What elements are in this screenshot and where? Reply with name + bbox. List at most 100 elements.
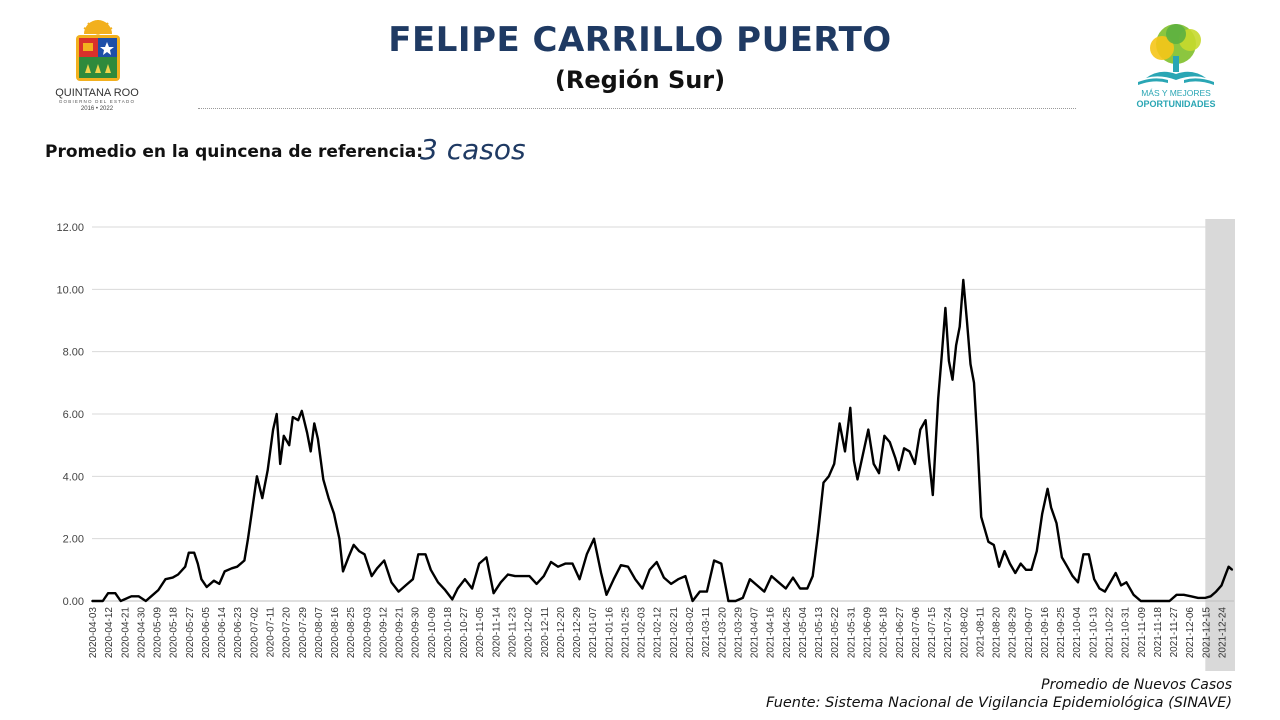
x-tick-label: 2021-01-25 [620,607,631,659]
data-point [756,584,758,587]
x-tick-label: 2021-03-29 [733,607,744,659]
data-point [951,378,954,381]
logo-years: 2016 • 2022 [81,106,114,112]
data-point [437,581,439,584]
data-point [464,578,466,581]
x-tick-label: 2021-02-03 [637,607,648,659]
data-point [91,600,93,602]
data-point [998,565,1000,568]
data-point [417,553,420,556]
x-tick-label: 2021-07-15 [927,607,938,659]
x-tick-label: 2020-07-02 [249,607,260,659]
data-point [924,419,927,422]
data-point [919,428,922,431]
data-point [429,568,432,571]
data-point [223,570,226,573]
x-tick-label: 2021-10-04 [1072,607,1083,659]
data-point [1220,584,1223,587]
reference-period-shade [1205,219,1235,671]
data-point [1055,522,1058,524]
data-point [883,434,886,437]
x-tick-label: 2021-09-25 [1056,607,1067,659]
data-point [363,553,366,556]
data-point [655,561,658,563]
data-point [1071,575,1074,577]
data-point [1120,584,1122,587]
x-tick-label: 2021-06-18 [879,607,890,659]
x-tick-label: 2021-01-16 [604,607,615,659]
data-point [342,570,344,573]
x-tick-label: 2020-12-29 [572,607,583,659]
data-point [1175,593,1178,596]
data-point [542,575,545,577]
data-point [966,319,968,322]
x-tick-label: 2021-08-29 [1008,607,1019,659]
x-tick-label: 2020-09-12 [378,607,389,659]
data-point [317,438,319,440]
data-point [101,600,104,602]
x-tick-label: 2021-05-13 [814,607,825,659]
data-point [585,553,588,556]
data-point [634,578,637,581]
data-point [727,600,730,602]
x-tick-label: 2021-09-16 [1040,607,1051,659]
data-point [897,469,900,471]
data-point [691,600,694,602]
data-point [1224,575,1226,577]
x-tick-label: 2021-08-02 [959,607,970,659]
data-point [817,531,819,534]
data-point [322,478,325,481]
data-point [1114,572,1117,574]
data-point [196,562,199,565]
x-tick-label: 2021-10-13 [1088,607,1099,659]
data-point [424,553,427,556]
data-point [1093,578,1096,581]
x-tick-label: 2021-12-24 [1217,607,1228,659]
data-point [297,419,300,422]
data-point [1161,600,1164,602]
tree-icon [1138,24,1214,85]
data-point [338,537,341,540]
x-tick-label: 2021-10-31 [1121,607,1132,659]
x-tick-label: 2020-05-18 [169,607,180,659]
data-point [878,472,880,475]
x-tick-label: 2021-07-24 [943,607,954,659]
data-point [383,559,386,562]
data-point [856,478,859,481]
data-point [164,578,167,581]
x-tick-label: 2021-06-27 [895,607,906,659]
data-point [535,583,538,585]
data-point [1168,600,1171,602]
data-point [612,578,615,581]
x-tick-label: 2020-07-20 [282,607,293,659]
data-point [867,428,870,431]
data-point [1125,581,1128,584]
data-point [958,325,961,328]
data-point [763,590,766,593]
data-point [948,360,950,362]
data-point [578,578,581,581]
data-point [243,559,246,562]
x-tick-label: 2020-09-03 [362,607,373,659]
data-point [1035,550,1038,552]
data-point [200,578,203,581]
data-point [838,422,841,425]
data-point [677,578,680,581]
x-tick-label: 2020-11-23 [508,607,519,658]
page-title: FELIPE CARRILLO PUERTO [388,20,892,60]
data-point [184,565,187,568]
data-point [279,463,282,465]
x-tick-label: 2020-08-16 [330,607,341,659]
data-point [853,459,855,462]
data-point [397,590,400,593]
y-tick-label: 4.00 [63,471,84,483]
data-point [605,593,608,596]
x-tick-label: 2021-11-27 [1169,607,1180,658]
data-point [969,363,972,365]
data-point [908,450,911,453]
data-point [137,595,140,598]
data-point [1197,597,1199,599]
x-tick-label: 2021-08-20 [992,607,1003,659]
data-point [914,463,916,465]
data-point [309,450,312,453]
